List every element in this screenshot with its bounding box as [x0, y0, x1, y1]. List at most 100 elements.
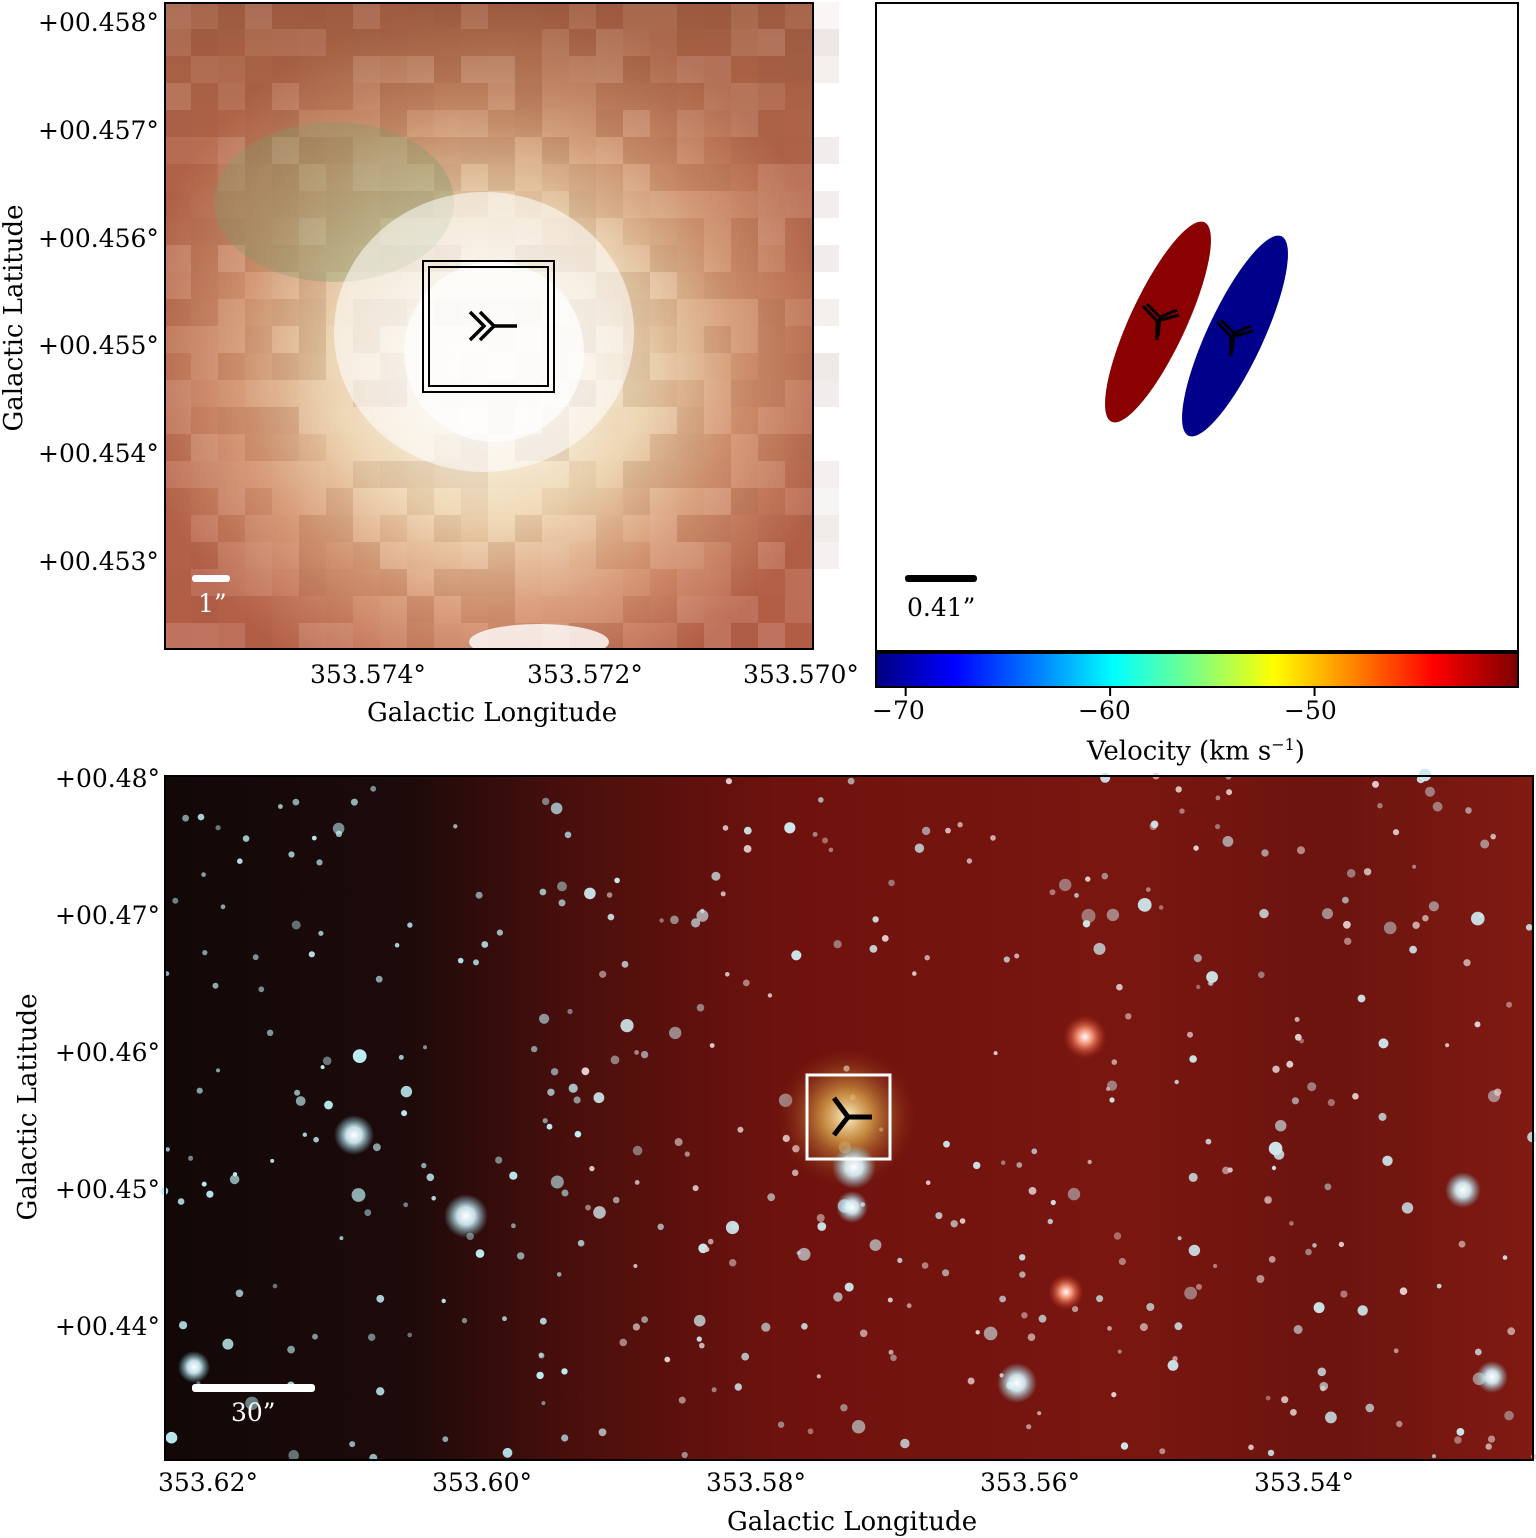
star: [1372, 780, 1379, 788]
star: [1050, 1199, 1056, 1206]
image-pixel: [650, 29, 677, 56]
star: [1344, 937, 1352, 945]
star: [957, 822, 963, 828]
image-pixel: [407, 83, 434, 110]
star: [550, 802, 563, 815]
star: [822, 837, 828, 844]
image-pixel: [191, 596, 218, 623]
star: [859, 1329, 868, 1338]
image-pixel: [812, 434, 839, 461]
star: [741, 1352, 750, 1361]
image-pixel: [191, 380, 218, 407]
image-pixel: [785, 434, 812, 461]
star: [1382, 1155, 1393, 1166]
image-pixel: [434, 569, 461, 596]
image-pixel: [542, 488, 569, 515]
image-pixel: [353, 110, 380, 137]
image-pixel: [731, 596, 758, 623]
image-pixel: [704, 596, 731, 623]
image-pixel: [758, 191, 785, 218]
image-pixel: [488, 2, 515, 29]
zoom-image-panel: 1”: [164, 2, 839, 660]
image-pixel: [380, 542, 407, 569]
star: [368, 1333, 376, 1341]
image-pixel: [353, 461, 380, 488]
image-pixel: [218, 596, 245, 623]
star: [1445, 1043, 1450, 1048]
star: [959, 1218, 966, 1224]
star: [536, 1371, 544, 1380]
star: [711, 1387, 717, 1393]
star: [737, 1126, 744, 1133]
star: [1215, 824, 1221, 830]
colorbar-title: Velocity (km s−1): [1087, 737, 1305, 765]
star: [1037, 1411, 1042, 1416]
star: [1106, 908, 1120, 922]
star: [1259, 908, 1269, 919]
star: [1490, 833, 1496, 840]
image-pixel: [218, 488, 245, 515]
image-pixel: [272, 569, 299, 596]
image-pixel: [731, 434, 758, 461]
star: [349, 1441, 356, 1448]
star: [407, 1332, 412, 1338]
image-pixel: [677, 407, 704, 434]
image-pixel: [650, 542, 677, 569]
image-pixel: [326, 434, 353, 461]
image-pixel: [623, 245, 650, 272]
image-pixel: [785, 2, 812, 29]
image-pixel: [245, 191, 272, 218]
image-pixel: [731, 380, 758, 407]
image-pixel: [623, 596, 650, 623]
image-pixel: [515, 164, 542, 191]
image-pixel: [569, 2, 596, 29]
star: [990, 835, 996, 841]
image-pixel: [596, 164, 623, 191]
image-pixel: [164, 56, 191, 83]
star: [1222, 836, 1234, 847]
star: [1474, 1021, 1481, 1028]
star: [784, 822, 796, 834]
star: [691, 918, 701, 928]
image-pixel: [812, 164, 839, 191]
image-pixel: [758, 29, 785, 56]
image-pixel: [380, 569, 407, 596]
y-tick-label: +00.456°: [38, 224, 159, 253]
image-pixel: [569, 56, 596, 83]
image-pixel: [704, 137, 731, 164]
image-pixel: [191, 164, 218, 191]
star: [550, 1175, 564, 1189]
image-pixel: [704, 56, 731, 83]
star: [670, 915, 679, 925]
image-pixel: [812, 488, 839, 515]
star: [606, 892, 613, 898]
star: [599, 970, 607, 978]
image-pixel: [704, 623, 731, 650]
image-pixel: [704, 110, 731, 137]
star: [1340, 1290, 1348, 1298]
image-pixel: [569, 29, 596, 56]
image-pixel: [191, 434, 218, 461]
star: [1305, 1248, 1312, 1256]
star: [935, 1212, 943, 1220]
image-pixel: [812, 245, 839, 272]
image-pixel: [731, 29, 758, 56]
star: [1113, 1232, 1122, 1240]
zoom-image: [164, 2, 839, 660]
star: [481, 941, 489, 948]
image-pixel: [542, 515, 569, 542]
source-marker-icon: [1215, 318, 1254, 356]
velocity-map: [905, 221, 1288, 582]
image-pixel: [677, 461, 704, 488]
image-pixel: [353, 83, 380, 110]
wide-field-panel: 30”: [160, 768, 1536, 1462]
star: [1206, 971, 1218, 983]
star: [684, 1151, 690, 1157]
star: [1297, 846, 1305, 855]
star: [197, 813, 205, 821]
star: [547, 1088, 555, 1096]
image-pixel: [353, 515, 380, 542]
image-pixel: [299, 326, 326, 353]
star: [308, 951, 315, 958]
image-pixel: [272, 407, 299, 434]
